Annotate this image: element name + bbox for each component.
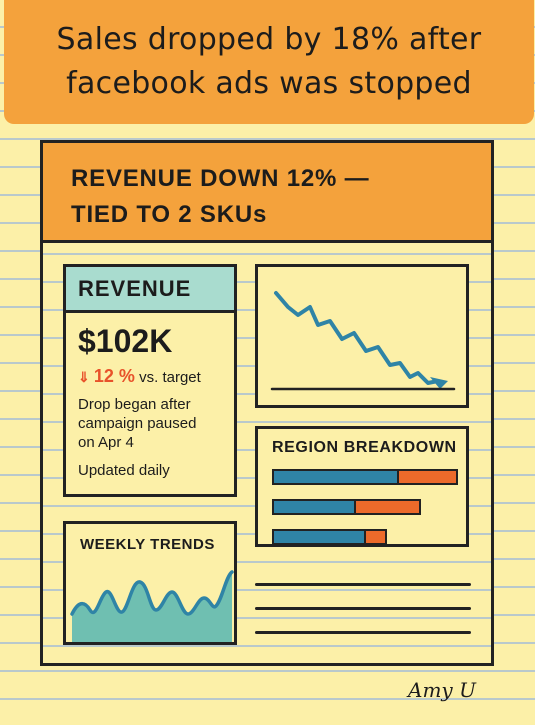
text-placeholder-line	[255, 583, 471, 586]
headline-banner: Sales dropped by 18% after facebook ads …	[4, 0, 534, 124]
headline-line-1: Sales dropped by 18% after	[56, 22, 482, 57]
revenue-card: REVENUE $102K ⇓ 12 % vs. target Drop beg…	[63, 264, 237, 497]
revenue-delta-percent: 12 %	[93, 366, 135, 386]
revenue-note-line: campaign paused	[78, 415, 197, 432]
region-bar-segment-b	[363, 531, 385, 543]
region-bar	[272, 499, 421, 515]
artist-signature: Amy U	[408, 678, 476, 702]
declining-trend-graphic	[270, 291, 456, 391]
region-breakdown-title: REGION BREAKDOWN	[272, 439, 457, 456]
region-bar	[272, 529, 387, 545]
revenue-note: Drop began after campaign paused on Apr …	[78, 395, 234, 452]
revenue-value: $102K	[78, 323, 173, 359]
report-header: REVENUE DOWN 12% — TIED TO 2 SKUs	[43, 143, 491, 243]
region-bar-segment-b	[353, 501, 419, 513]
region-breakdown-card: REGION BREAKDOWN	[255, 426, 469, 547]
revenue-delta-suffix: vs. target	[139, 369, 201, 386]
revenue-note-line: on Apr 4	[78, 434, 134, 451]
report-header-line-1: REVENUE DOWN 12% —	[71, 165, 370, 192]
weekly-trends-card: WEEKLY TRENDS	[63, 521, 237, 645]
region-bar-segment-a	[274, 501, 354, 513]
weekly-trends-sparkline	[70, 570, 234, 642]
region-bar-segment-a	[274, 531, 364, 543]
report-header-line-2: TIED TO 2 SKUs	[71, 201, 268, 228]
region-bar-segment-b	[397, 471, 456, 483]
declining-trend-line	[274, 291, 440, 385]
revenue-updated-text: Updated daily	[78, 462, 170, 479]
weekly-trends-line	[70, 570, 234, 616]
report-sheet: REVENUE DOWN 12% — TIED TO 2 SKUs REVENU…	[40, 140, 494, 666]
revenue-card-title: REVENUE	[66, 267, 234, 313]
revenue-note-line: Drop began after	[78, 396, 191, 413]
text-placeholder-line	[255, 607, 471, 610]
region-bar-segment-a	[274, 471, 398, 483]
trend-chart-card	[255, 264, 469, 408]
trend-arrowhead-icon	[430, 377, 448, 389]
headline-line-2: facebook ads was stopped	[66, 66, 472, 101]
weekly-trends-title: WEEKLY TRENDS	[80, 536, 215, 553]
down-arrow-icon: ⇓	[78, 369, 90, 385]
region-bar	[272, 469, 458, 485]
revenue-delta: ⇓ 12 % vs. target	[78, 366, 234, 387]
text-placeholder-line	[255, 631, 471, 634]
